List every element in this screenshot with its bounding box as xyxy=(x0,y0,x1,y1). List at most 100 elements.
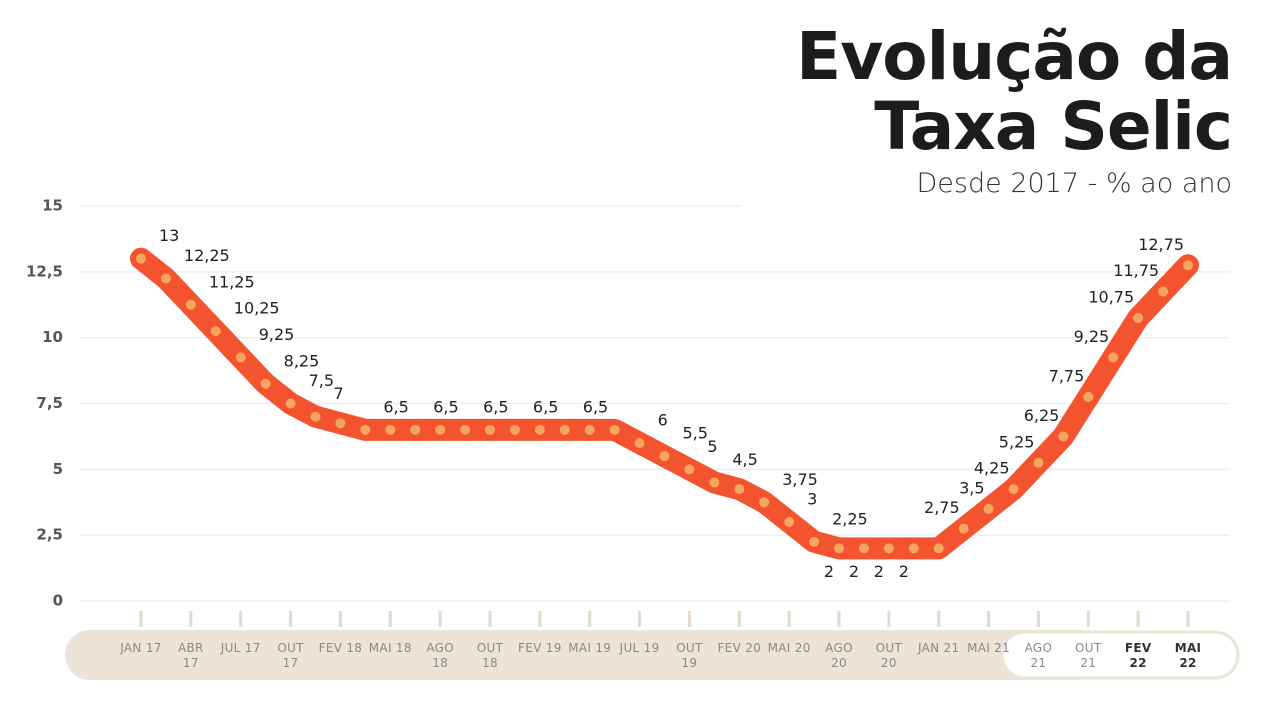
data-label: 2 xyxy=(899,562,909,581)
x-tick-label: JAN 21 xyxy=(918,641,960,655)
y-tick-label: 2,5 xyxy=(36,526,63,544)
data-label: 2,25 xyxy=(832,509,868,528)
x-axis-highlight xyxy=(1000,630,1240,680)
y-tick-label: 12,5 xyxy=(26,262,63,280)
data-label: 8,25 xyxy=(284,351,320,370)
marker xyxy=(958,523,969,534)
marker xyxy=(210,326,221,337)
marker xyxy=(908,543,919,554)
marker xyxy=(185,299,196,310)
marker xyxy=(584,424,595,435)
marker xyxy=(136,253,146,264)
chart-title: Evolução da Taxa Selic xyxy=(796,18,1233,165)
marker xyxy=(485,424,495,435)
marker xyxy=(435,424,446,435)
x-tick-label: FEV 18 xyxy=(318,641,363,655)
data-label: 5,5 xyxy=(683,424,708,443)
data-label: 4,25 xyxy=(974,459,1010,478)
marker xyxy=(559,424,570,435)
marker xyxy=(684,464,695,475)
x-tick-label: AGO 20 xyxy=(825,641,853,670)
data-label: 11,25 xyxy=(209,272,255,291)
marker xyxy=(1033,457,1044,468)
marker xyxy=(734,484,745,495)
data-label: 6,5 xyxy=(383,397,408,416)
marker xyxy=(834,543,844,554)
x-tick-label: FEV 22 xyxy=(1124,641,1152,670)
title-backdrop xyxy=(740,20,1240,215)
x-tick-label: MAI 18 xyxy=(368,641,412,655)
marker xyxy=(160,273,171,284)
data-label: 7 xyxy=(334,384,344,403)
marker xyxy=(360,424,371,435)
marker xyxy=(759,497,770,508)
x-tick-label: AGO 21 xyxy=(1024,641,1053,670)
marker xyxy=(1183,260,1193,271)
data-label: 2 xyxy=(849,562,859,581)
y-tick-label: 10 xyxy=(42,328,63,346)
y-tick-label: 5 xyxy=(53,460,63,478)
marker xyxy=(1108,352,1119,363)
x-tick-label: OUT 20 xyxy=(875,641,903,670)
data-label: 9,25 xyxy=(259,325,295,344)
x-tick-label: FEV 19 xyxy=(518,641,562,655)
marker xyxy=(335,418,346,429)
marker xyxy=(310,411,321,422)
data-label: 2,75 xyxy=(924,498,960,517)
data-label: 6,5 xyxy=(433,397,458,416)
data-label: 10,25 xyxy=(234,299,280,318)
marker xyxy=(809,536,820,547)
data-label: 3 xyxy=(807,490,817,509)
marker xyxy=(883,543,894,554)
marker xyxy=(1008,484,1019,495)
data-label: 9,25 xyxy=(1074,327,1110,346)
marker xyxy=(1133,312,1144,323)
marker xyxy=(385,424,396,435)
data-label: 2 xyxy=(874,562,884,581)
marker xyxy=(983,503,994,514)
marker xyxy=(933,543,944,554)
y-tick-label: 7,5 xyxy=(36,394,63,412)
marker xyxy=(460,424,471,435)
data-label: 13 xyxy=(159,226,179,245)
marker xyxy=(534,424,545,435)
chart-subtitle: Desde 2017 - % ao ano xyxy=(916,168,1232,199)
x-tick-label: OUT 19 xyxy=(676,641,703,670)
x-tick-label: AGO 18 xyxy=(426,641,454,670)
marker xyxy=(609,424,620,435)
marker xyxy=(235,352,246,363)
x-tick-label: MAI 21 xyxy=(967,641,1011,655)
y-tick-label: 15 xyxy=(42,197,63,215)
data-label: 10,75 xyxy=(1088,287,1134,306)
marker xyxy=(509,424,520,435)
marker xyxy=(285,398,296,409)
grid xyxy=(80,205,1230,602)
x-tick-label: OUT 18 xyxy=(476,641,504,670)
data-label: 6,5 xyxy=(583,397,608,416)
x-tick-label: MAI 20 xyxy=(767,641,811,655)
x-tick-label: JAN 17 xyxy=(120,641,162,655)
x-tick-label: ABR 17 xyxy=(178,641,204,670)
y-tick-label: 0 xyxy=(53,592,63,610)
x-tick-label: FEV 20 xyxy=(717,641,762,655)
marker xyxy=(410,424,421,435)
marker xyxy=(634,438,645,448)
data-label: 6,5 xyxy=(483,397,508,416)
x-tick-label: MAI 22 xyxy=(1174,641,1202,670)
data-label: 5,25 xyxy=(999,432,1035,451)
x-tick-label: OUT 17 xyxy=(277,641,304,670)
data-label: 4,5 xyxy=(732,450,757,469)
data-label: 7,5 xyxy=(309,371,334,390)
data-label: 6 xyxy=(658,411,668,430)
x-axis-band xyxy=(65,630,1105,680)
x-tick-label: MAI 19 xyxy=(568,641,612,655)
data-label: 12,25 xyxy=(184,246,230,265)
x-tick-label: JUL 17 xyxy=(220,641,261,655)
marker xyxy=(858,543,869,554)
data-label: 3,75 xyxy=(782,470,818,489)
data-label: 7,75 xyxy=(1049,366,1085,385)
marker xyxy=(1083,391,1094,402)
data-label: 3,5 xyxy=(959,478,984,497)
